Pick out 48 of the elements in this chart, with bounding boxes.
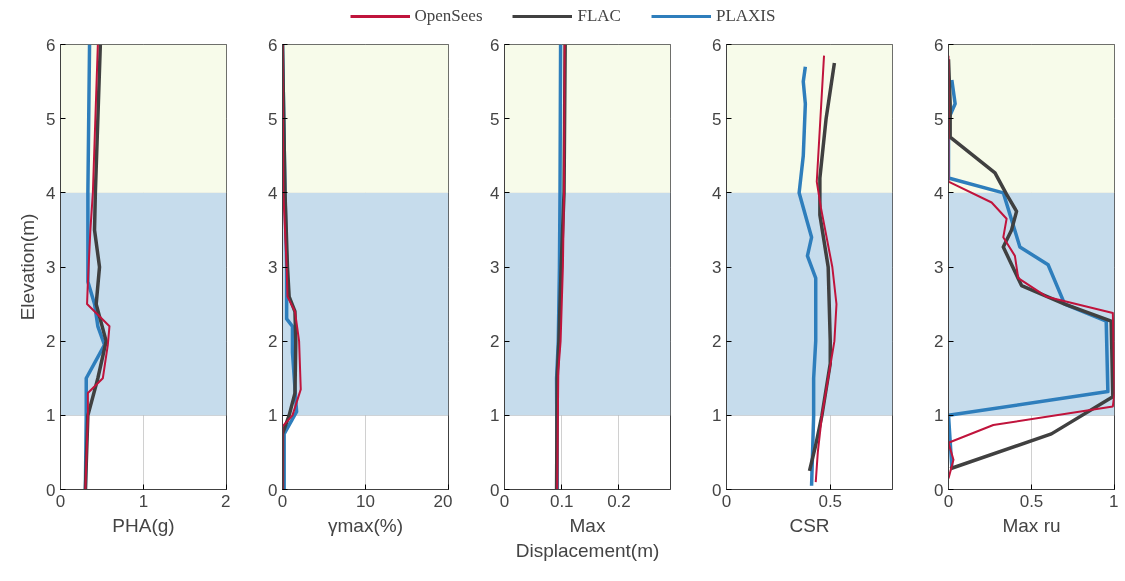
y-tick-label: 1 xyxy=(490,406,500,426)
y-tick-label: 5 xyxy=(46,109,56,129)
y-tick-label: 5 xyxy=(712,109,722,129)
x-axis-title: Max ru xyxy=(1002,514,1061,536)
y-tick-label: 4 xyxy=(490,183,500,203)
y-tick-label: 3 xyxy=(46,258,56,277)
y-tick-label: 3 xyxy=(268,258,278,277)
y-axis-title: Elevation(m) xyxy=(17,213,39,321)
x-axis-title: γmax(%) xyxy=(328,514,403,536)
x-tick-label: 0.5 xyxy=(818,491,843,511)
y-tick-label: 6 xyxy=(712,35,722,55)
x-tick-label: 10 xyxy=(356,491,375,511)
y-tick-label: 4 xyxy=(268,183,278,203)
y-tick-label: 3 xyxy=(490,258,500,277)
x-axis-title: Max Displacement(m) xyxy=(515,514,660,561)
legend-label: FLAC xyxy=(577,6,621,26)
x-tick-label: 1 xyxy=(1109,491,1119,511)
y-tick-label: 1 xyxy=(934,406,944,426)
y-tick-label: 1 xyxy=(712,406,722,426)
y-tick-label: 5 xyxy=(934,109,944,129)
x-tick-label: 20 xyxy=(433,491,453,511)
x-tick-label: 1 xyxy=(138,491,149,511)
y-tick-label: 6 xyxy=(268,35,278,55)
y-tick-label: 1 xyxy=(268,406,278,426)
legend-label: OpenSees xyxy=(414,6,483,26)
y-tick-label: 2 xyxy=(268,332,278,352)
y-tick-label: 6 xyxy=(490,35,500,55)
y-tick-label: 4 xyxy=(934,183,944,203)
x-tick-label: 0.1 xyxy=(549,491,574,511)
y-tick-label: 2 xyxy=(712,332,722,352)
y-tick-label: 2 xyxy=(46,332,56,352)
x-axis-title: PHA(g) xyxy=(112,514,175,536)
y-tick-label: 5 xyxy=(268,109,278,129)
y-tick-label: 5 xyxy=(490,109,500,129)
y-tick-label: 6 xyxy=(46,35,56,55)
x-axis-title: CSR xyxy=(789,514,830,536)
y-tick-label: 1 xyxy=(46,406,56,426)
x-tick-label: 2 xyxy=(221,491,231,511)
x-tick-label: 0.2 xyxy=(607,491,631,511)
legend-label: PLAXIS xyxy=(715,6,776,26)
y-tick-label: 2 xyxy=(934,332,944,352)
y-tick-label: 2 xyxy=(490,332,500,352)
y-tick-label: 6 xyxy=(934,35,944,55)
y-tick-label: 3 xyxy=(934,258,944,277)
y-tick-label: 4 xyxy=(712,183,722,203)
y-tick-label: 3 xyxy=(712,258,722,277)
x-tick-label: 0.5 xyxy=(1019,491,1044,511)
y-tick-label: 4 xyxy=(46,183,56,203)
